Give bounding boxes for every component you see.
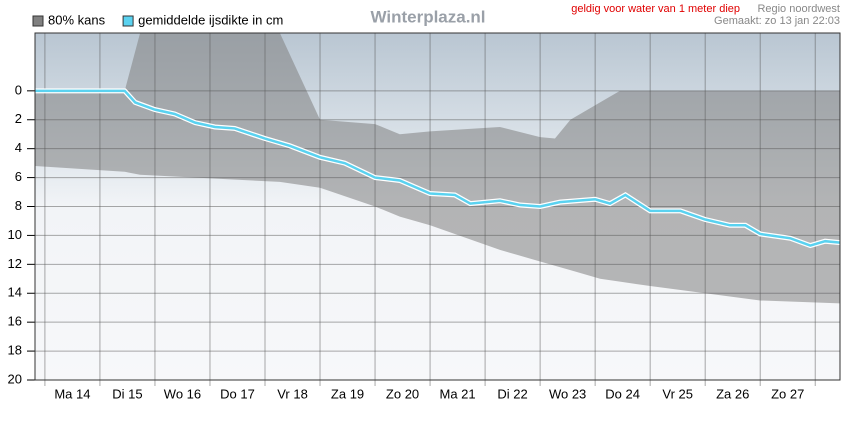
x-tick-label: Wo 23 [549, 386, 586, 401]
x-tick-label: Do 17 [220, 386, 255, 401]
legend-label: 80% kans [48, 12, 106, 27]
y-tick-label: 2 [15, 111, 22, 126]
y-tick-label: 0 [15, 82, 22, 97]
x-tick-label: Ma 21 [440, 386, 476, 401]
x-tick-label: Vr 25 [662, 386, 693, 401]
x-tick-label: Za 26 [716, 386, 749, 401]
made: Gemaakt: zo 13 jan 22:03 [714, 15, 840, 27]
x-tick-label: Do 24 [605, 386, 640, 401]
legend-swatch [122, 15, 134, 27]
x-tick-label: Wo 16 [164, 386, 201, 401]
y-tick-label: 10 [8, 227, 22, 242]
y-tick-label: 12 [8, 256, 22, 271]
y-tick-label: 6 [15, 169, 22, 184]
subtitle: geldig voor water van 1 meter diep [571, 3, 740, 15]
x-tick-label: Ma 14 [54, 386, 90, 401]
legend-label: gemiddelde ijsdikte in cm [138, 12, 283, 27]
y-tick-label: 4 [15, 140, 22, 155]
y-tick-label: 16 [8, 314, 22, 329]
plot-frame [34, 32, 841, 381]
y-tick-label: 14 [8, 285, 22, 300]
y-tick-label: 20 [8, 371, 22, 386]
legend-swatch [32, 15, 44, 27]
line [35, 89, 841, 247]
x-tick-label: Zo 27 [771, 386, 804, 401]
x-tick-label: Vr 18 [277, 386, 308, 401]
y-tick-label: 8 [15, 198, 22, 213]
x-tick-label: Di 15 [112, 386, 142, 401]
region: Regio noordwest [757, 3, 840, 15]
x-tick-label: Di 22 [497, 386, 527, 401]
y-tick-label: 18 [8, 343, 22, 358]
x-tick-label: Zo 20 [386, 386, 419, 401]
chart-title: Winterplaza.nl [370, 7, 485, 26]
x-tick-label: Za 19 [331, 386, 364, 401]
